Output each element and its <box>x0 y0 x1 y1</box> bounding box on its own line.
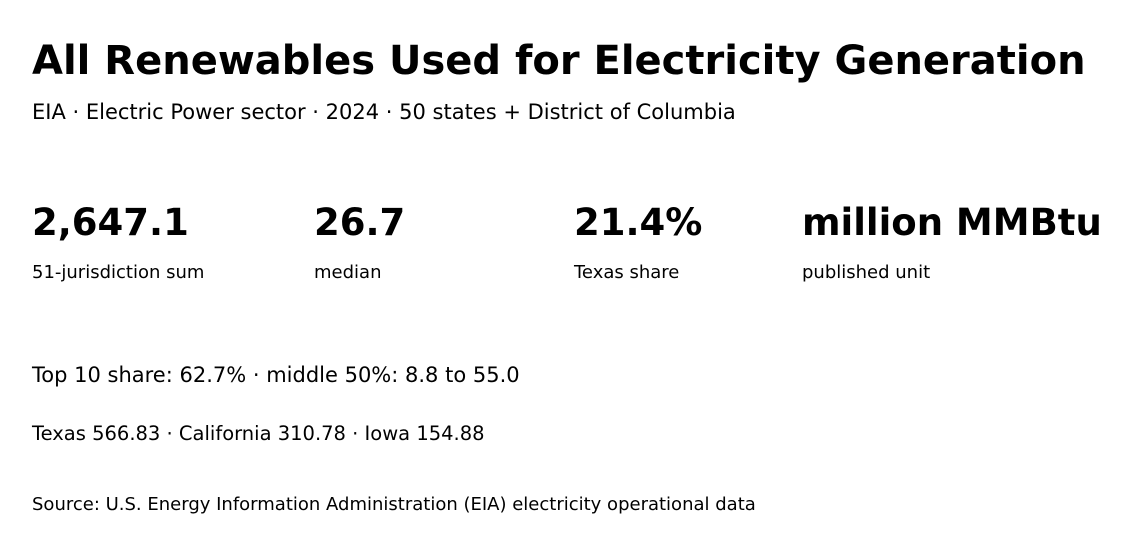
page-title: All Renewables Used for Electricity Gene… <box>32 38 1086 84</box>
stat-total-value: 2,647.1 <box>32 201 189 244</box>
page-subtitle: EIA · Electric Power sector · 2024 · 50 … <box>32 100 736 124</box>
stat-median: 26.7 median <box>314 200 405 284</box>
distribution-summary: Top 10 share: 62.7% · middle 50%: 8.8 to… <box>32 363 520 387</box>
stat-unit-value: million MMBtu <box>802 201 1102 244</box>
stat-texas-share-label: Texas share <box>574 262 680 283</box>
stat-unit: million MMBtu published unit <box>802 200 1102 284</box>
stat-median-label: median <box>314 262 382 283</box>
stat-median-value: 26.7 <box>314 201 406 244</box>
stat-total-label: 51-jurisdiction sum <box>32 262 205 283</box>
stat-texas-share: 21.4% Texas share <box>574 200 702 284</box>
stat-total: 2,647.1 51-jurisdiction sum <box>32 200 204 284</box>
stat-texas-share-value: 21.4% <box>574 201 703 244</box>
stat-unit-label: published unit <box>802 262 931 283</box>
source-note: Source: U.S. Energy Information Administ… <box>32 494 756 515</box>
top-states-summary: Texas 566.83 · California 310.78 · Iowa … <box>32 422 485 445</box>
